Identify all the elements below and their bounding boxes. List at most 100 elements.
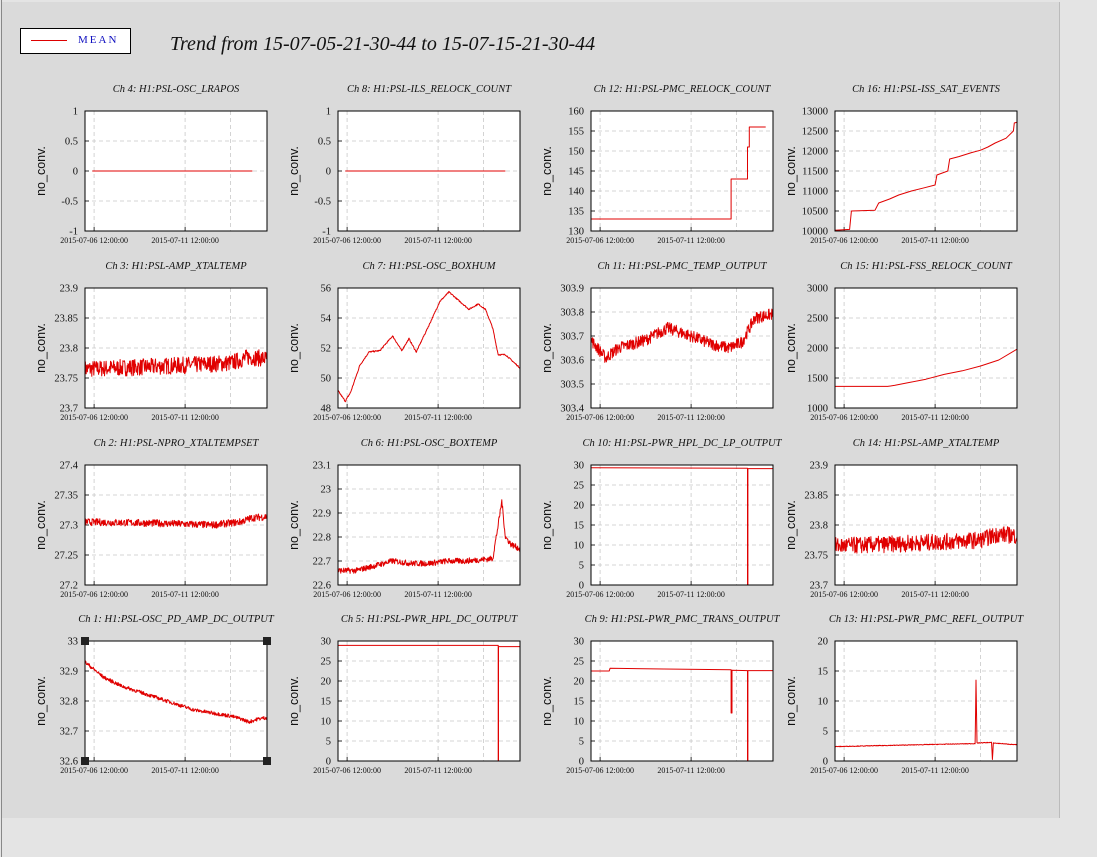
y-tick-label: 303.7	[560, 332, 584, 343]
y-tick-label: 10	[574, 541, 585, 552]
y-tick-label: 0	[823, 757, 828, 768]
y-tick-label: 10	[321, 717, 332, 728]
y-axis-label: no_conv.	[540, 323, 554, 373]
x-tick-label: 2015-07-06 12:00:00	[313, 413, 381, 422]
y-tick-label: 3000	[807, 284, 828, 295]
plot-frame	[590, 110, 774, 232]
y-tick-label: 12500	[802, 127, 828, 138]
x-tick-label: 2015-07-06 12:00:00	[313, 236, 381, 245]
chart-panel: Ch 5: H1:PSL-PWR_HPL_DC_OUTPUT 0 5 10 15 20 25…	[287, 614, 521, 775]
y-tick-label: 5	[579, 561, 584, 572]
y-tick-label: 20	[574, 501, 585, 512]
y-tick-label: 15	[574, 521, 585, 532]
y-tick-label: 1	[73, 107, 78, 118]
series-line	[591, 126, 766, 220]
y-tick-label: 23.85	[804, 491, 828, 502]
chart-title: Ch 11: H1:PSL-PMC_TEMP_OUTPUT	[598, 261, 768, 272]
plot-frame	[84, 640, 268, 762]
y-tick-label: 33	[68, 637, 79, 648]
y-tick-label: 23.1	[313, 461, 331, 472]
y-tick-label: 30	[321, 637, 332, 648]
x-tick-label: 2015-07-06 12:00:00	[810, 413, 878, 422]
y-tick-label: 1	[326, 107, 331, 118]
chart-title: Ch 10: H1:PSL-PWR_HPL_DC_LP_OUTPUT	[583, 438, 783, 449]
chart-title: Ch 2: H1:PSL-NPRO_XTALTEMPSET	[94, 438, 260, 449]
x-tick-label: 2015-07-11 12:00:00	[901, 236, 968, 245]
chart-panel: Ch 1: H1:PSL-OSC_PD_AMP_DC_OUTPUT 32.6 32.…	[34, 614, 275, 775]
y-tick-label: 0	[326, 167, 331, 178]
x-tick-label: 2015-07-06 12:00:00	[566, 766, 634, 775]
chart-panel: Ch 9: H1:PSL-PWR_PMC_TRANS_OUTPUT 0 5 10 15 2…	[540, 614, 781, 775]
chart-panel: Ch 13: H1:PSL-PWR_PMC_REFL_OUTPUT 0 5 10 15 2…	[784, 614, 1024, 775]
y-axis-label: no_conv.	[287, 500, 301, 550]
chart-title: Ch 8: H1:PSL-ILS_RELOCK_COUNT	[347, 84, 512, 95]
y-tick-label: 32.7	[60, 727, 78, 738]
x-tick-label: 2015-07-06 12:00:00	[313, 590, 381, 599]
y-tick-label: -0.5	[314, 197, 331, 208]
y-tick-label: 27.2	[60, 581, 78, 592]
y-tick-label: 303.5	[560, 380, 584, 391]
y-tick-label: 27.3	[60, 521, 78, 532]
legend-box[interactable]: MEAN	[20, 28, 131, 54]
window-border	[1, 0, 2, 857]
y-tick-label: 303.4	[560, 404, 584, 415]
y-tick-label: 145	[568, 167, 584, 178]
x-tick-label: 2015-07-11 12:00:00	[657, 766, 724, 775]
chart-panel: Ch 7: H1:PSL-OSC_BOXHUM 48 50 52 54 56 2015-07…	[287, 261, 521, 422]
y-tick-label: 23.8	[810, 521, 828, 532]
x-tick-label: 2015-07-11 12:00:00	[404, 413, 471, 422]
y-axis-label: no_conv.	[540, 500, 554, 550]
y-tick-label: 56	[321, 284, 332, 295]
y-tick-label: 1500	[807, 374, 828, 385]
series-line	[835, 348, 1018, 387]
y-tick-label: 303.8	[560, 308, 584, 319]
y-tick-label: 5	[823, 727, 828, 738]
selection-handle[interactable]	[263, 637, 271, 645]
y-tick-label: 5	[579, 737, 584, 748]
x-tick-label: 2015-07-11 12:00:00	[151, 413, 218, 422]
plot-frame	[337, 640, 521, 762]
y-tick-label: 20	[818, 637, 829, 648]
chart-title: Ch 7: H1:PSL-OSC_BOXHUM	[363, 261, 497, 272]
series-line	[84, 513, 268, 529]
plot-frame	[834, 640, 1018, 762]
plot-frame	[590, 287, 774, 409]
y-tick-label: 1000	[807, 404, 828, 415]
chart-title: Ch 14: H1:PSL-AMP_XTALTEMP	[853, 438, 1000, 449]
y-tick-label: 10000	[802, 227, 828, 238]
y-tick-label: 22.6	[313, 581, 331, 592]
plot-frame	[834, 110, 1018, 232]
chart-title: Ch 9: H1:PSL-PWR_PMC_TRANS_OUTPUT	[585, 614, 781, 625]
selection-handle[interactable]	[81, 757, 89, 765]
x-tick-label: 2015-07-06 12:00:00	[60, 236, 128, 245]
x-tick-label: 2015-07-06 12:00:00	[566, 413, 634, 422]
chart-title: Ch 13: H1:PSL-PWR_PMC_REFL_OUTPUT	[829, 614, 1024, 625]
y-axis-label: no_conv.	[784, 676, 798, 726]
x-tick-label: 2015-07-06 12:00:00	[60, 590, 128, 599]
chart-panel: Ch 12: H1:PSL-PMC_RELOCK_COUNT 130 135 140 1…	[540, 84, 774, 245]
y-tick-label: 25	[321, 657, 332, 668]
x-tick-label: 2015-07-06 12:00:00	[60, 766, 128, 775]
y-tick-label: 22.7	[313, 557, 331, 568]
y-axis-label: no_conv.	[34, 146, 48, 196]
selection-handle[interactable]	[81, 637, 89, 645]
y-axis-label: no_conv.	[287, 323, 301, 373]
y-axis-label: no_conv.	[34, 500, 48, 550]
chart-panel: Ch 2: H1:PSL-NPRO_XTALTEMPSET 27.2 27.25 27…	[34, 438, 268, 599]
chart-title: Ch 3: H1:PSL-AMP_XTALTEMP	[105, 261, 247, 272]
y-tick-label: 0	[579, 757, 584, 768]
x-tick-label: 2015-07-06 12:00:00	[810, 236, 878, 245]
plot-frame	[834, 287, 1018, 409]
plot-frame	[337, 110, 521, 232]
y-tick-label: -1	[69, 227, 78, 238]
y-axis-label: no_conv.	[34, 323, 48, 373]
chart-title: Ch 1: H1:PSL-OSC_PD_AMP_DC_OUTPUT	[78, 614, 275, 625]
y-tick-label: 32.9	[60, 667, 78, 678]
y-tick-label: 27.4	[60, 461, 79, 472]
y-tick-label: 22.8	[313, 533, 331, 544]
selection-handle[interactable]	[263, 757, 271, 765]
chart-title: Ch 6: H1:PSL-OSC_BOXTEMP	[361, 438, 498, 449]
y-axis-label: no_conv.	[540, 146, 554, 196]
